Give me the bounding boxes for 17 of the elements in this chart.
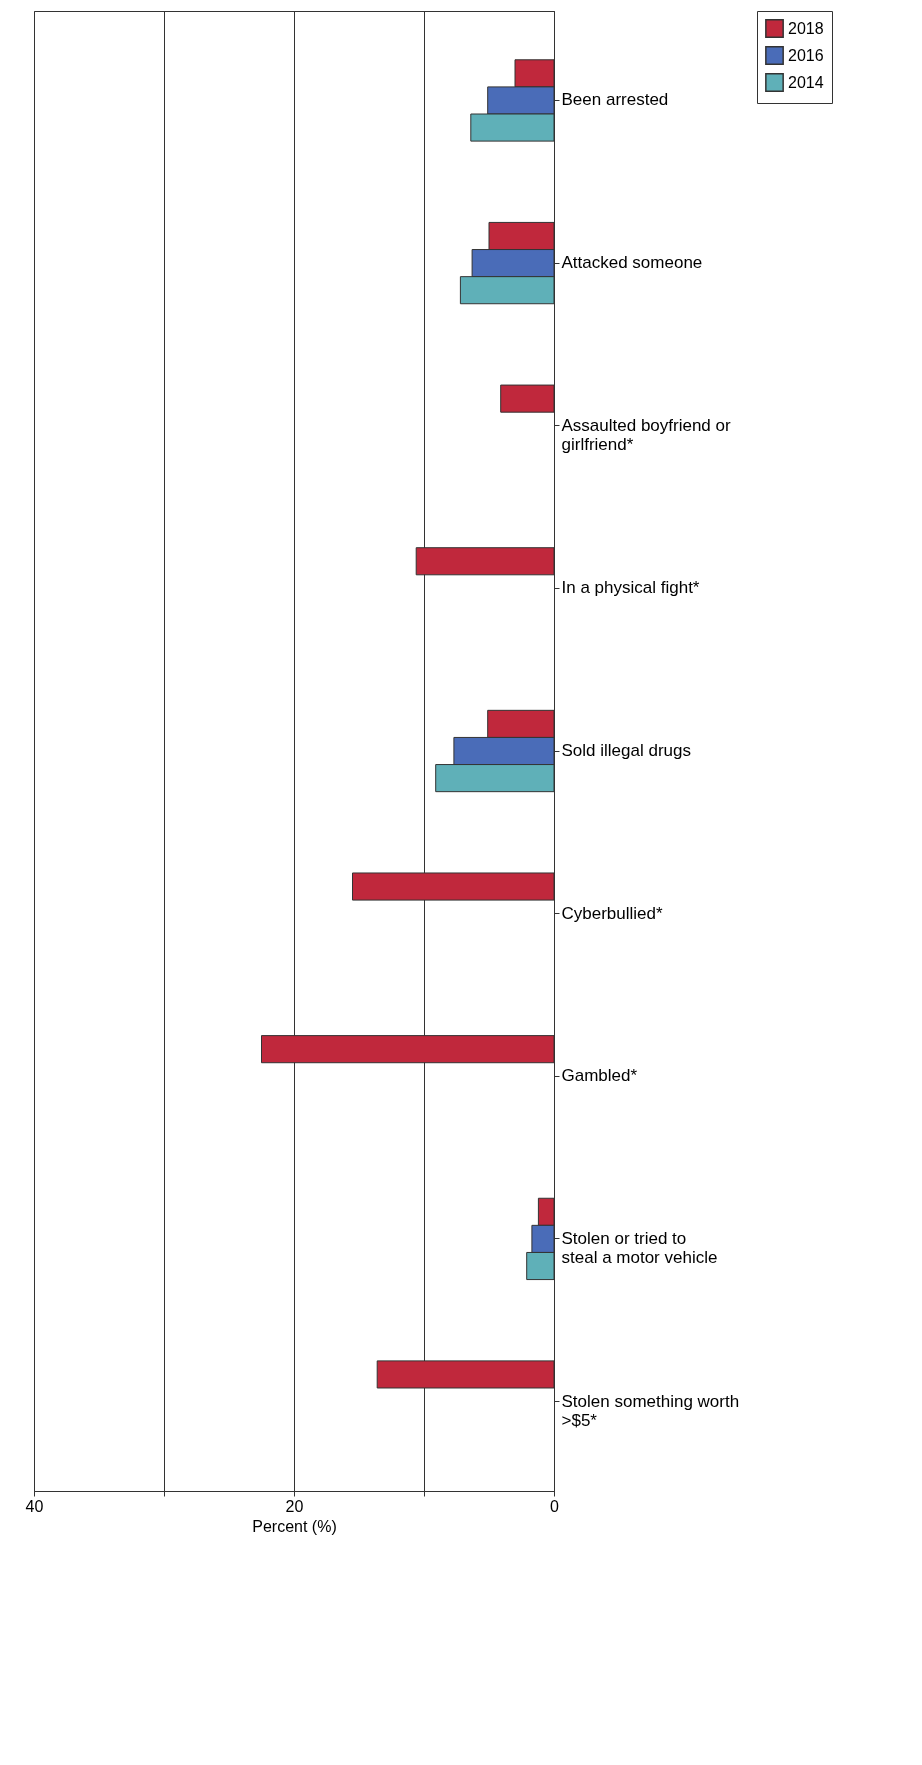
x-tick-label: 0 xyxy=(550,1497,560,1515)
legend-label: 2016 xyxy=(788,46,824,64)
y-tick-label: Gambled* xyxy=(561,1066,638,1086)
x-axis-title: Percent (%) xyxy=(252,1517,337,1535)
x-tick-label: 40 xyxy=(25,1497,44,1515)
legend-label: 2014 xyxy=(788,73,824,91)
y-tick-label: Sold illegal drugs xyxy=(561,741,691,760)
y-tick-label: Been arrested xyxy=(561,90,669,110)
x-tick-label: 20 xyxy=(285,1497,304,1515)
legend-label: 2018 xyxy=(788,19,824,37)
y-tick-label: In a physical fight* xyxy=(561,578,700,598)
y-tick-label: Attacked someone xyxy=(561,253,703,273)
bar xyxy=(500,384,555,413)
y-tick-label: Stolen or tried to steal a motor vehicle xyxy=(561,1228,718,1267)
y-tick-label: Stolen something worth >$5* xyxy=(561,1391,740,1430)
y-tick-label: Cyberbullied* xyxy=(561,903,663,923)
y-tick-label: Assaulted boyfriend or girlfriend* xyxy=(561,415,731,454)
